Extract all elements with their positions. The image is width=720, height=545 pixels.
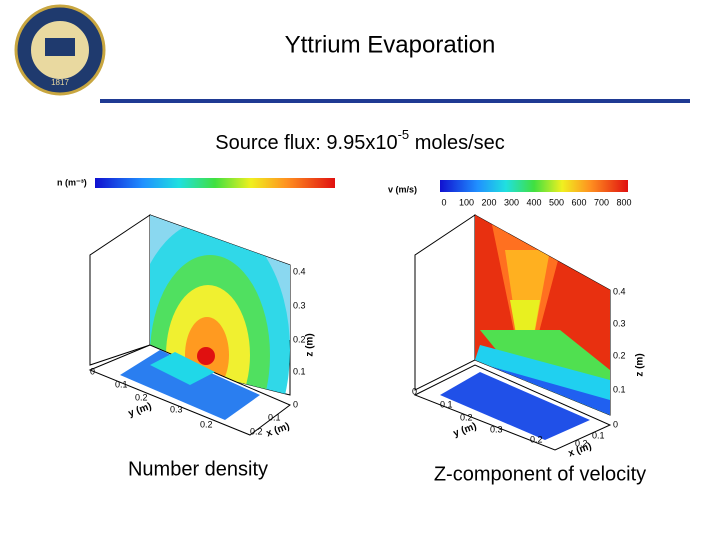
legend-title: n (m⁻³) bbox=[57, 177, 87, 187]
z-tick-label: 0.4 bbox=[293, 266, 306, 276]
z-tick-label: 0.1 bbox=[293, 366, 306, 376]
x-tick-label: 0.2 bbox=[250, 426, 263, 436]
z-tick-label: 0.1 bbox=[613, 384, 626, 394]
subtitle: Source flux: 9.95x10-5 moles/sec bbox=[215, 127, 505, 154]
y-tick-label: 0.3 bbox=[170, 404, 183, 414]
caption: Z-component of velocity bbox=[434, 463, 646, 485]
logo: 1817 bbox=[14, 4, 106, 96]
x-tick-label: 0.2 bbox=[575, 438, 588, 448]
z-tick-label: 0 bbox=[613, 419, 618, 429]
y-tick-label: 0.3 bbox=[490, 424, 503, 434]
z-tick-label: 0.3 bbox=[293, 300, 306, 310]
x-axis-label: x (m) bbox=[265, 421, 291, 440]
legend-tick-label: 400 bbox=[526, 197, 541, 207]
divider bbox=[100, 99, 690, 103]
z-axis-label: z (m) bbox=[305, 333, 316, 356]
legend-tick-label: 300 bbox=[504, 197, 519, 207]
z-tick-label: 0 bbox=[293, 399, 298, 409]
y-tick-label: 0.1 bbox=[440, 399, 453, 409]
plot-velocity: v (m/s) bbox=[388, 180, 628, 451]
subtitle-text: Source flux: 9.95x10 bbox=[215, 132, 397, 154]
floor-contour bbox=[150, 352, 215, 385]
y-axis-label: y (m) bbox=[452, 421, 478, 440]
legend-tick-label: 100 bbox=[459, 197, 474, 207]
shape bbox=[197, 347, 215, 365]
x-tick-label: 0.1 bbox=[268, 412, 281, 422]
side-wall bbox=[414, 214, 476, 391]
y-tick-label: 0.2 bbox=[135, 392, 148, 402]
y-tick-label: 0 bbox=[412, 386, 417, 396]
x-axis-label: x (m) bbox=[567, 441, 593, 460]
z-tick-label: 0.4 bbox=[613, 286, 626, 296]
logo-year: 1817 bbox=[51, 78, 69, 87]
z-tick-label: 0.3 bbox=[613, 318, 626, 328]
legend-tick-label: 600 bbox=[571, 197, 586, 207]
subtitle-text: moles/sec bbox=[409, 132, 505, 154]
plot-number-density: n (m⁻³) bbox=[57, 177, 335, 436]
floor-contour bbox=[440, 372, 590, 440]
legend-tick-label: 200 bbox=[481, 197, 496, 207]
side-wall bbox=[89, 214, 151, 366]
legend-tick-label: 800 bbox=[616, 197, 631, 207]
x-tick-label: 0.2 bbox=[530, 434, 543, 444]
z-tick-label: 0.2 bbox=[613, 350, 626, 360]
shape bbox=[45, 38, 75, 56]
colorbar bbox=[95, 178, 335, 188]
legend-tick-label: 700 bbox=[594, 197, 609, 207]
title: Yttrium Evaporation bbox=[285, 31, 496, 58]
y-tick-label: 0 bbox=[90, 366, 95, 376]
y-axis-label: y (m) bbox=[127, 401, 153, 420]
subtitle-exponent: -5 bbox=[398, 127, 410, 142]
caption: Number density bbox=[128, 458, 268, 480]
y-tick-label: 0.1 bbox=[115, 379, 128, 389]
z-tick-label: 0.2 bbox=[293, 334, 306, 344]
z-axis-label: z (m) bbox=[635, 353, 646, 376]
y-tick-label: 0.2 bbox=[460, 412, 473, 422]
legend-tick-label: 500 bbox=[549, 197, 564, 207]
legend-tick-label: 0 bbox=[441, 197, 446, 207]
legend-title: v (m/s) bbox=[388, 184, 417, 194]
colorbar bbox=[440, 180, 628, 192]
x-tick-label: 0.2 bbox=[200, 419, 213, 429]
x-tick-label: 0.1 bbox=[592, 430, 605, 440]
